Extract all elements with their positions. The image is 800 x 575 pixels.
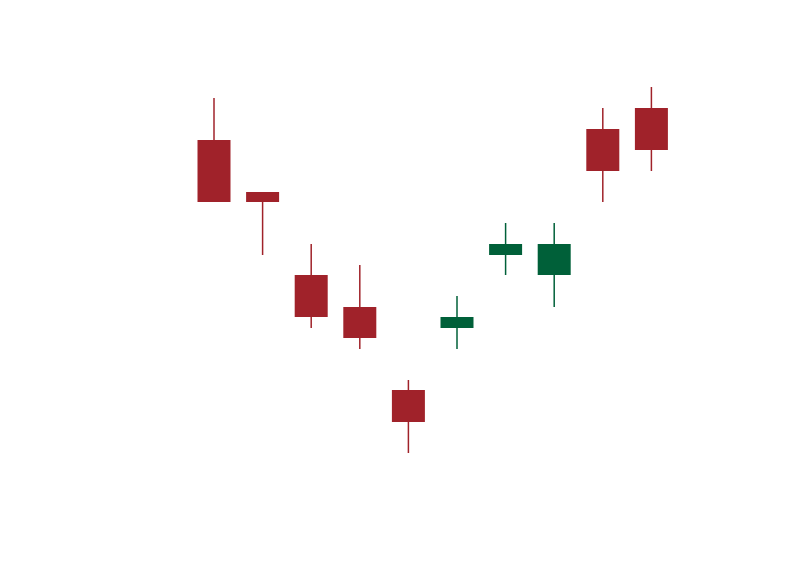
candle-body-1 [197, 140, 231, 202]
candle-body-3 [294, 275, 328, 317]
candle-body-6 [440, 317, 474, 328]
candles-group [197, 87, 668, 453]
candle-body-9 [586, 129, 620, 171]
candle-body-8 [537, 244, 571, 275]
candle-body-4 [343, 307, 377, 338]
candle-body-2 [246, 192, 280, 202]
candle-body-7 [489, 244, 523, 255]
candle-body-10 [634, 108, 668, 150]
candle-body-5 [391, 390, 425, 422]
